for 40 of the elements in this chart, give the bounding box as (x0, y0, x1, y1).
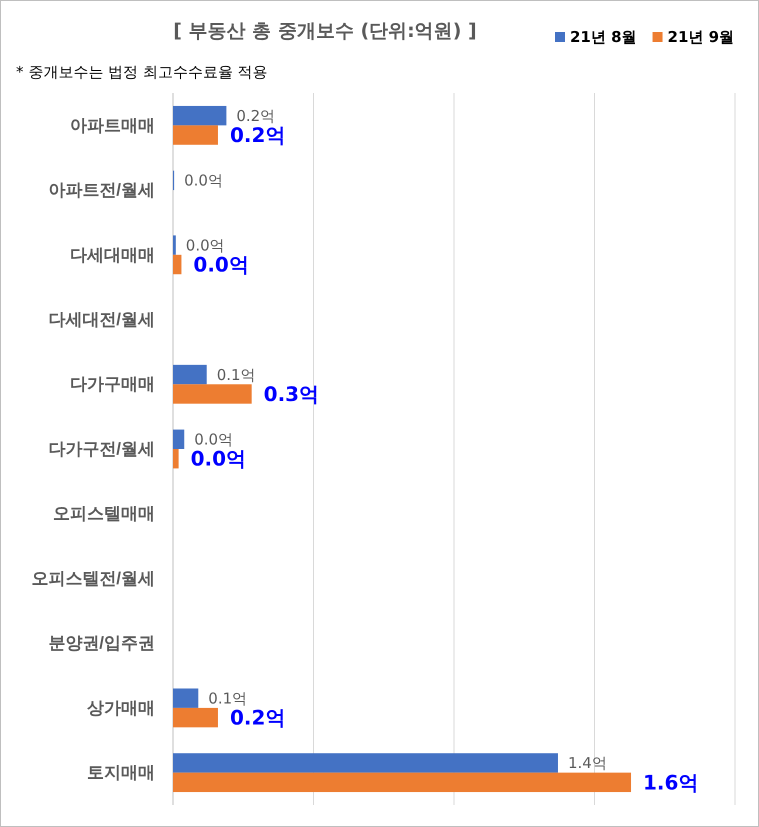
data-label: 0.1억 (216, 366, 256, 384)
bar (173, 106, 226, 126)
bar (173, 449, 179, 468)
bar (173, 254, 182, 274)
data-label: 0.3억 (264, 382, 320, 406)
data-label: 0.2억 (230, 123, 286, 148)
data-label: 0.1억 (208, 689, 248, 708)
bar (173, 125, 218, 145)
data-label: 1.6억 (643, 770, 698, 794)
y-tick-label: 아파트매매 (70, 116, 155, 135)
text: * 중개보수는 법정 최고수수료율 적용 (16, 63, 268, 81)
bar (173, 235, 176, 255)
bar (173, 688, 198, 708)
data-label: 0.0억 (184, 172, 223, 190)
data-label: 0.0억 (186, 236, 225, 254)
bar (173, 753, 558, 773)
data-label: 0.0억 (190, 446, 246, 471)
y-tick-label: 오피스텔전/월세 (31, 568, 155, 588)
data-label: 0.2억 (236, 106, 276, 125)
y-tick-label: 아파트전/월세 (48, 180, 155, 200)
bar (173, 708, 218, 728)
y-tick-label: 오피스텔매매 (53, 504, 155, 524)
bar (173, 430, 184, 449)
bar (173, 772, 632, 792)
data-label: 0.2억 (230, 706, 286, 730)
data-label: 0.0억 (193, 252, 249, 277)
bar (173, 364, 207, 384)
y-tick-label: 다가구매매 (70, 374, 155, 394)
y-tick-label: 다세대매매 (70, 245, 155, 264)
chart-title: [ 부동산 총 중개보수 (단위:억원) ] (173, 20, 477, 42)
y-tick-label: 다세대전/월세 (48, 310, 155, 329)
y-tick-label: 상가매매 (87, 698, 155, 718)
legend-label: 21년 9월 (668, 28, 734, 46)
data-label: 0.0억 (194, 430, 234, 449)
y-tick-label: 분양권/입주권 (48, 634, 155, 653)
data-label: 1.4억 (568, 754, 607, 772)
y-tick-label: 토지매매 (87, 763, 155, 782)
bar (173, 384, 252, 404)
y-tick-label: 다가구전/월세 (48, 439, 155, 458)
legend-label: 21년 8월 (570, 28, 637, 46)
